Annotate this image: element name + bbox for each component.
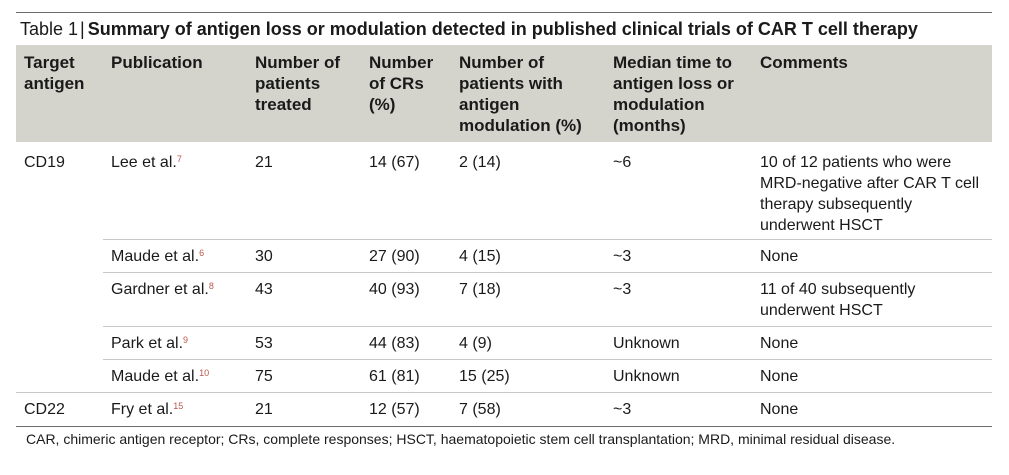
crs-cell: 44 (83) [361,326,451,360]
header-patients-treated: Number of patients treated [247,45,361,142]
table-title: Summary of antigen loss or modulation de… [87,19,918,39]
table-figure: Table 1 | Summary of antigen loss or modul… [16,12,992,448]
table-row: CD19 Lee et al.7 21 14 (67) 2 (14) ~6 10… [16,142,992,240]
reference-number: 8 [208,280,214,291]
header-target-antigen: Target antigen [16,45,103,142]
modulation-cell: 7 (58) [451,392,605,426]
reference-number: 7 [176,153,182,164]
crs-cell: 61 (81) [361,359,451,393]
table-row: Park et al.9 53 44 (83) 4 (9) Unknown No… [16,326,992,360]
modulation-cell: 15 (25) [451,359,605,393]
patients-cell: 43 [247,272,361,327]
median-time-cell: Unknown [605,326,752,360]
publication-name: Lee et al. [111,154,177,171]
modulation-cell: 4 (15) [451,239,605,273]
patients-cell: 21 [247,392,361,426]
median-time-cell: ~3 [605,272,752,327]
patients-cell: 30 [247,239,361,273]
crs-cell: 14 (67) [369,154,420,171]
patients-cell: 53 [247,326,361,360]
crs-cell: 40 (93) [361,272,451,327]
table-row: Gardner et al.8 43 40 (93) 7 (18) ~3 11 … [16,272,992,327]
bottom-rule [16,425,992,427]
table-row: Maude et al.10 75 61 (81) 15 (25) Unknow… [16,359,992,393]
publication-cell: Lee et al.7 [103,142,247,240]
crs-cell: 12 (57) [361,392,451,426]
header-publication: Publication [103,45,247,142]
median-time-cell: ~3 [605,392,752,426]
table-row: CD22 Fry et al.15 21 12 (57) 7 (58) ~3 N… [16,392,992,426]
comments-cell: None [752,239,992,273]
comments-cell: None [752,359,992,393]
table-footnote: CAR, chimeric antigen receptor; CRs, com… [26,430,896,447]
comments-cell: 11 of 40 subsequently underwent HSCT [752,272,992,327]
median-time-cell: ~3 [605,239,752,273]
reference-number: 9 [183,334,189,345]
reference-number: 6 [199,247,205,258]
publication-name: Fry et al. [111,401,174,418]
header-crs: Number of CRs (%) [361,45,451,142]
antigen-loss-table: Target antigen Publication Number of pat… [16,45,992,426]
publication-name: Maude et al. [111,368,200,385]
median-time-cell: Unknown [605,359,752,393]
antigen-cell-empty [16,327,103,360]
publication-name: Maude et al. [111,248,200,265]
publication-cell: Park et al.9 [103,326,247,360]
modulation-cell: 4 (9) [451,326,605,360]
publication-name: Park et al. [111,335,184,352]
header-antigen-modulation: Number of patients with antigen modulati… [451,45,605,142]
modulation-cell: 7 (18) [451,272,605,327]
median-time-cell: ~6 [613,154,632,171]
modulation-cell: 2 (14) [459,154,501,171]
publication-cell: Gardner et al.8 [103,272,247,327]
patients-cell: 75 [247,359,361,393]
reference-number: 10 [199,367,210,378]
table-caption: Table 1 | Summary of antigen loss or modul… [16,13,992,45]
header-row: Target antigen Publication Number of pat… [16,45,992,142]
comments-cell: 10 of 12 patients who were MRD-negative … [760,154,980,234]
antigen-cell: CD22 [16,392,103,426]
publication-cell: Maude et al.6 [103,239,247,273]
antigen-cell: CD19 [24,154,65,171]
antigen-cell-empty [16,273,103,327]
comments-cell: None [752,392,992,426]
caption-separator: | [80,19,85,39]
top-rule [16,12,992,13]
crs-cell: 27 (90) [361,239,451,273]
reference-number: 15 [173,400,184,411]
header-comments: Comments [752,45,992,142]
header-median-time: Median time to antigen loss or modulatio… [605,45,752,142]
publication-cell: Maude et al.10 [103,359,247,393]
antigen-cell-empty [16,240,103,273]
comments-cell: None [752,326,992,360]
publication-cell: Fry et al.15 [103,392,247,426]
table-row: Maude et al.6 30 27 (90) 4 (15) ~3 None [16,239,992,273]
publication-name: Gardner et al. [111,281,209,298]
patients-cell: 21 [255,154,273,171]
antigen-cell-empty [16,360,103,393]
table-label: Table 1 [20,19,79,39]
